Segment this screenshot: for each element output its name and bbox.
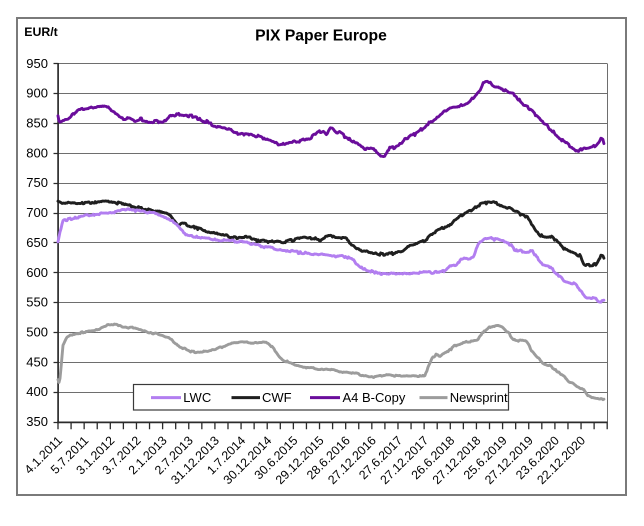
svg-text:Newsprint: Newsprint xyxy=(450,390,508,405)
svg-text:950: 950 xyxy=(26,56,48,71)
svg-text:400: 400 xyxy=(26,384,48,399)
svg-text:LWC: LWC xyxy=(183,390,211,405)
svg-text:850: 850 xyxy=(26,116,48,131)
svg-text:350: 350 xyxy=(26,414,48,429)
svg-text:EUR/t: EUR/t xyxy=(24,25,57,39)
svg-text:450: 450 xyxy=(26,354,48,369)
svg-text:A4 B-Copy: A4 B-Copy xyxy=(343,390,406,405)
svg-text:700: 700 xyxy=(26,205,48,220)
svg-text:750: 750 xyxy=(26,175,48,190)
svg-text:900: 900 xyxy=(26,86,48,101)
svg-text:500: 500 xyxy=(26,324,48,339)
svg-text:PIX Paper Europe: PIX Paper Europe xyxy=(255,27,387,44)
svg-text:CWF: CWF xyxy=(262,390,292,405)
svg-text:600: 600 xyxy=(26,265,48,280)
svg-text:800: 800 xyxy=(26,145,48,160)
svg-text:650: 650 xyxy=(26,235,48,250)
svg-text:550: 550 xyxy=(26,295,48,310)
